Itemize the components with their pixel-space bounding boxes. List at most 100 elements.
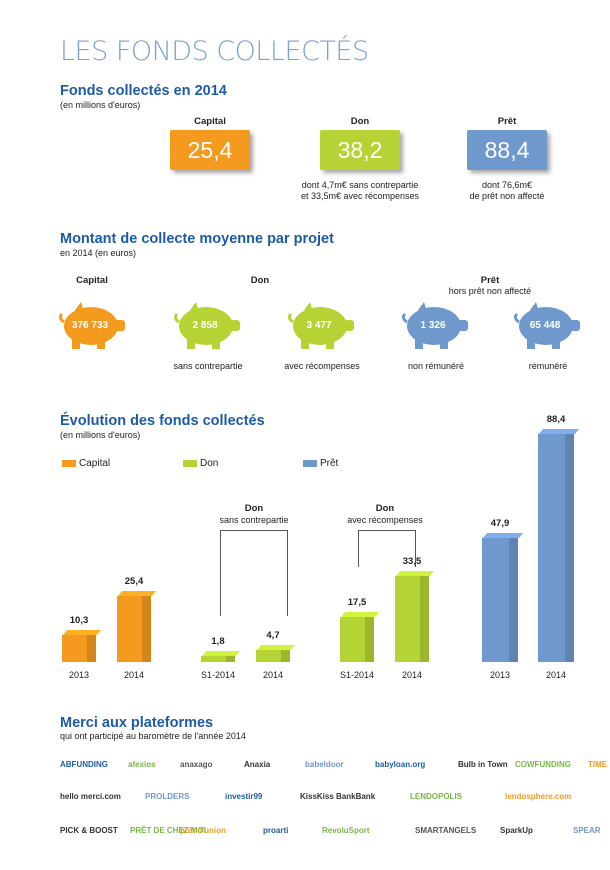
don-note-2: et 33,5m€ avec récompenses — [300, 191, 420, 201]
chart-bar — [482, 538, 518, 662]
piggy-label: non rémunéré — [407, 361, 465, 371]
platform-logo: KissKiss BankBank — [300, 792, 376, 801]
don-label: Don — [350, 116, 370, 127]
section3-subheading: (en millions d'euros) — [60, 430, 141, 440]
chart-bar — [340, 616, 374, 662]
pret-note-1: dont 76,6m€ — [481, 180, 533, 190]
don1-bracket — [220, 530, 288, 616]
chart-data-label: 10,3 — [69, 615, 89, 627]
don-note-1: dont 4,7m€ sans contrepartie — [301, 180, 419, 190]
piggy-value: 1 326 — [420, 320, 446, 331]
chart-bar-top — [256, 644, 296, 650]
section2-heading: Montant de collecte moyenne par projet — [60, 231, 334, 247]
chart-data-label: 33,5 — [402, 555, 422, 567]
pret-note-2: de prêt non affecté — [469, 191, 545, 201]
chart-bar-top — [538, 429, 580, 434]
piggy-bank — [400, 298, 472, 352]
chart-bar — [62, 635, 96, 662]
pig-group-don: Don — [250, 275, 270, 286]
don1-group-title: Don — [244, 503, 264, 514]
don2-bracket — [358, 530, 416, 567]
platform-logo: investir99 — [225, 792, 263, 801]
platform-logo: afexios — [128, 760, 156, 769]
pret-badge: 88,4 — [467, 130, 547, 170]
legend-swatch-capital — [62, 459, 76, 467]
piggy-bank — [286, 298, 358, 352]
section3-heading: Évolution des fonds collectés — [60, 413, 265, 429]
section2-subheading: en 2014 (en euros) — [60, 248, 137, 258]
chart-bar — [538, 434, 574, 662]
capital-badge: 25,4 — [170, 130, 250, 170]
legend-label: Prêt — [320, 458, 339, 469]
platform-logo: Anaxia — [244, 760, 271, 769]
chart-x-label: 2014 — [401, 670, 423, 680]
chart-data-label: 25,4 — [124, 576, 144, 588]
chart-bar — [395, 575, 429, 662]
chart-bar-top — [117, 591, 157, 597]
don2-group-title: Don — [375, 503, 395, 514]
section4-subheading: qui ont participé au baromètre de l'anné… — [60, 731, 246, 741]
piggy-value: 2 858 — [192, 320, 218, 331]
piggy-bank — [172, 298, 244, 352]
don1-group-sub: sans contrepartie — [219, 515, 289, 525]
legend-swatch-don — [183, 459, 197, 467]
platform-logo: PICK & BOOST — [60, 826, 118, 835]
platform-logo: Bulb in Town — [458, 760, 508, 769]
platform-logo: SPEAR — [573, 826, 601, 835]
chart-bar-top — [201, 651, 241, 656]
platform-logo: prêt d'union — [180, 826, 226, 835]
platform-logo: ABFUNDING — [60, 760, 108, 769]
pig-group-pret-sub: hors prêt non affecté — [448, 286, 532, 296]
piggy-bank — [512, 298, 584, 352]
legend-label: Don — [200, 458, 219, 469]
chart-data-label: 1,8 — [211, 636, 225, 647]
platform-logo: anaxago — [180, 760, 213, 769]
platform-logo: SMARTANGELS — [415, 826, 477, 835]
platform-logo: babyloan.org — [375, 760, 426, 769]
legend-swatch-pret — [303, 459, 317, 467]
chart-data-label: 47,9 — [490, 518, 510, 530]
chart-x-label: 2014 — [545, 670, 567, 680]
chart-x-label: 2013 — [68, 670, 90, 680]
legend-label: Capital — [79, 458, 111, 469]
piggy-value: 3 477 — [306, 320, 332, 331]
platform-logo: RevoluSport — [322, 826, 370, 835]
chart-data-label: 17,5 — [347, 596, 367, 608]
platform-logo: TIME — [588, 760, 608, 769]
chart-bar — [256, 649, 290, 662]
chart-x-label: S1-2014 — [339, 670, 375, 680]
platform-logo: babeldoor — [305, 760, 344, 769]
platform-logo: hello merci.com — [60, 792, 121, 801]
chart-bar-top — [340, 611, 380, 617]
chart-bar — [201, 656, 235, 662]
page-title: LES FONDS COLLECTÉS — [60, 36, 369, 67]
piggy-bank — [57, 298, 129, 352]
legend-capital: Capital — [62, 458, 110, 469]
platform-logo: PROLDERS — [145, 792, 190, 801]
platform-logo: proarti — [263, 826, 289, 835]
platform-logo: LENDOPOLIS — [410, 792, 463, 801]
piggy-label: rémunéré — [528, 361, 568, 371]
pig-group-capital: Capital — [76, 275, 108, 286]
legend-pret: Prêt — [303, 458, 338, 469]
pig-group-pret: Prêt — [480, 275, 500, 286]
chart-x-label: 2014 — [262, 670, 284, 680]
pret-label: Prêt — [497, 116, 517, 127]
section1-heading: Fonds collectés en 2014 — [60, 83, 227, 99]
chart-data-label: 88,4 — [546, 414, 566, 425]
section1-subheading: (en millions d'euros) — [60, 100, 141, 110]
platform-logo: SparkUp — [500, 826, 533, 835]
capital-label: Capital — [194, 116, 226, 127]
don2-group-sub: avec récompenses — [347, 515, 423, 525]
platform-logo: COWFUNDING — [515, 760, 571, 769]
platform-logo: PRÊT DE CHEZ MOI — [130, 826, 207, 835]
chart-bar-top — [482, 533, 524, 539]
chart-bar-top — [62, 630, 102, 636]
legend-don: Don — [183, 458, 218, 469]
chart-x-label: 2014 — [123, 670, 145, 680]
don-badge: 38,2 — [320, 130, 400, 170]
chart-bar — [117, 596, 151, 662]
chart-x-label: 2013 — [489, 670, 511, 680]
section4-heading: Merci aux plateformes — [60, 715, 214, 731]
